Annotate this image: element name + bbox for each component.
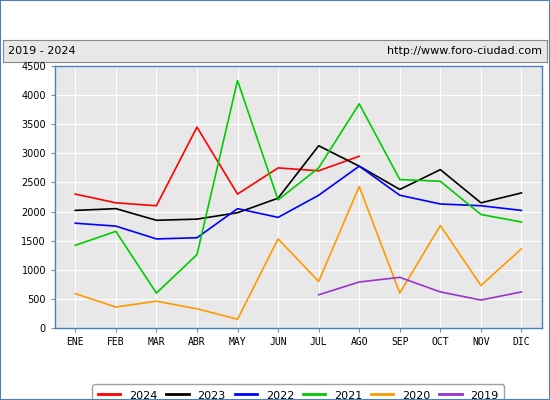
Text: 2019 - 2024: 2019 - 2024 — [8, 46, 76, 56]
Legend: 2024, 2023, 2022, 2021, 2020, 2019: 2024, 2023, 2022, 2021, 2020, 2019 — [92, 384, 504, 400]
Text: Evolucion Nº Turistas Nacionales en el municipio de Navès: Evolucion Nº Turistas Nacionales en el m… — [56, 12, 494, 26]
Text: http://www.foro-ciudad.com: http://www.foro-ciudad.com — [387, 46, 542, 56]
